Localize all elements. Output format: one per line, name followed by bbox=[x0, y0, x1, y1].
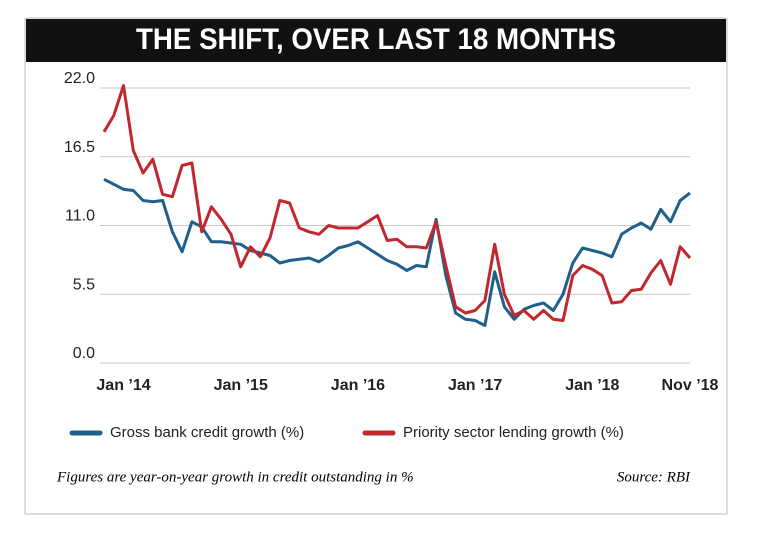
x-tick-label: Jan ’14 bbox=[96, 377, 150, 394]
chart-title: THE SHIFT, OVER LAST 18 MONTHS bbox=[136, 23, 616, 56]
y-tick-label: 16.5 bbox=[64, 139, 95, 156]
title-bar bbox=[26, 19, 726, 62]
y-tick-label: 22.0 bbox=[64, 70, 95, 87]
y-tick-label: 11.0 bbox=[65, 208, 95, 225]
note: Figures are year-on-year growth in credi… bbox=[56, 469, 414, 485]
x-tick-label: Jan ’18 bbox=[565, 377, 619, 394]
source: Source: RBI bbox=[617, 469, 691, 485]
y-tick-label: 5.5 bbox=[73, 276, 95, 293]
x-tick-label: Jan ’16 bbox=[331, 377, 385, 394]
y-tick-label: 0.0 bbox=[73, 345, 95, 362]
series-line bbox=[102, 84, 692, 322]
legend-label: Priority sector lending growth (%) bbox=[403, 424, 624, 441]
x-tick-label: Jan ’17 bbox=[448, 377, 502, 394]
x-tick-label: Jan ’15 bbox=[214, 377, 268, 394]
legend-label: Gross bank credit growth (%) bbox=[110, 424, 304, 441]
x-tick-label: Nov ’18 bbox=[662, 377, 719, 394]
